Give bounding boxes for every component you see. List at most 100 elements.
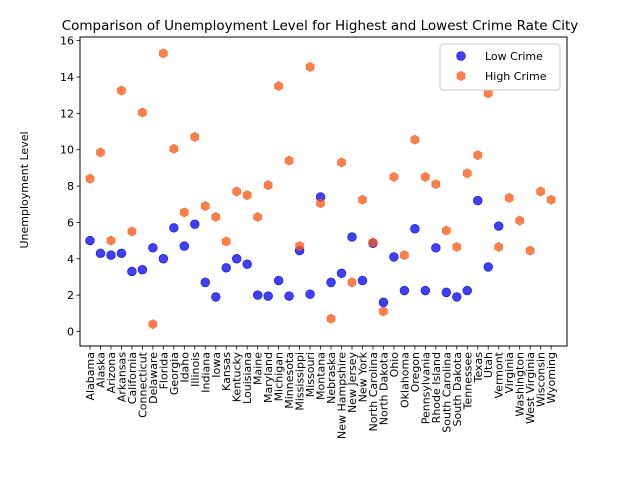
low-crime-point (378, 297, 389, 308)
low-crime-point (336, 268, 347, 278)
high-crime-point (305, 62, 315, 72)
y-axis-label: Unemployment Level (18, 131, 31, 248)
low-crime-point (211, 292, 221, 302)
low-crime-point (190, 219, 200, 229)
y-tick-label: 14 (60, 71, 74, 84)
low-crime-point (179, 241, 190, 251)
high-crime-point (400, 250, 409, 261)
high-crime-point (431, 179, 441, 190)
x-tick-label: California (126, 352, 139, 404)
x-tick-label: Maryland (262, 352, 275, 403)
x-tick-label: Virginia (503, 352, 516, 393)
x-tick-label: Alaska (94, 352, 107, 388)
x-tick-label: West Virginia (524, 352, 537, 424)
high-crime-point (148, 319, 158, 330)
legend-marker-high-crime (456, 71, 466, 81)
legend-marker-low-crime (456, 51, 466, 61)
low-crime-point (273, 275, 284, 286)
x-tick-label: Oregon (409, 352, 422, 392)
high-crime-point (347, 277, 357, 288)
low-crime-point (284, 291, 294, 301)
x-tick-label: New Jersey (346, 352, 359, 414)
legend-label-low-crime: Low Crime (485, 50, 543, 63)
axes-frame (79, 36, 568, 347)
high-crime-point (546, 194, 556, 205)
x-tick-label: Wisconsin (535, 352, 548, 407)
high-crime-point (379, 306, 388, 317)
x-tick-label: New Hampshire (336, 352, 349, 439)
low-crime-point (158, 254, 169, 264)
high-crime-point (180, 207, 189, 218)
low-crime-point (148, 243, 158, 253)
high-crime-point (253, 212, 262, 222)
low-crime-point (263, 291, 273, 301)
high-crime-point (462, 168, 472, 179)
low-crime-point (389, 252, 399, 262)
x-tick-label: Iowa (210, 352, 223, 378)
x-tick-label: Maine (252, 352, 265, 385)
x-tick-label: Florida (157, 352, 170, 389)
high-crime-point (106, 235, 116, 246)
high-crime-point (96, 147, 105, 158)
x-tick-label: Arkansas (115, 352, 128, 402)
x-tick-label: North Carolina (367, 352, 380, 432)
high-crime-point (525, 245, 535, 256)
y-tick-label: 2 (67, 289, 74, 302)
high-crime-point (232, 186, 241, 197)
high-crime-point (295, 241, 304, 251)
high-crime-point (483, 88, 493, 99)
x-tick-label: Minnesota (283, 352, 296, 409)
x-tick-label: Rhode Island (430, 352, 443, 423)
y-tick-label: 8 (67, 180, 74, 193)
low-crime-point (441, 287, 452, 298)
low-crime-point (462, 285, 472, 296)
high-crime-point (368, 237, 378, 248)
low-crime-point (116, 248, 127, 259)
high-crime-point (117, 85, 126, 96)
x-tick-label: Missouri (304, 352, 317, 397)
x-tick-label: Oklahoma (398, 352, 411, 408)
low-crime-point (483, 262, 493, 272)
x-tick-label: Kentucky (231, 352, 244, 403)
high-crime-point (337, 157, 346, 168)
low-crime-point (95, 248, 106, 259)
low-crime-point (85, 235, 95, 246)
x-tick-label: Indiana (199, 352, 212, 393)
high-crime-point (263, 180, 273, 191)
low-crime-point (357, 275, 368, 286)
x-tick-label: Michigan (273, 352, 286, 401)
high-crime-point (242, 190, 252, 201)
high-crime-point (159, 48, 168, 59)
low-crime-point (169, 223, 179, 233)
x-tick-label: South Carolina (440, 352, 453, 433)
low-crime-point (242, 259, 252, 269)
high-crime-point (515, 215, 524, 226)
low-crime-point (305, 289, 315, 299)
legend: Low Crime High Crime (439, 43, 561, 91)
x-tick-label: Illinois (189, 352, 202, 387)
high-crime-point (190, 132, 200, 142)
y-tick-label: 4 (67, 253, 74, 266)
high-crime-point (504, 192, 514, 203)
y-tick-label: 12 (60, 107, 74, 120)
legend-label-high-crime: High Crime (485, 70, 547, 83)
x-tick-label: Georgia (168, 352, 181, 395)
high-crime-point (494, 241, 504, 252)
low-crime-point (252, 290, 263, 300)
low-crime-point (232, 254, 242, 264)
high-crime-point (410, 134, 420, 145)
x-tick-label: Wyoming (545, 352, 558, 404)
x-tick-label: Connecticut (136, 351, 149, 418)
high-crime-point (389, 172, 399, 182)
x-tick-label: Nebraska (325, 352, 338, 404)
x-tick-label: Louisiana (241, 352, 254, 404)
x-tick-label: North Dakota (377, 352, 390, 425)
low-crime-point (410, 224, 420, 234)
x-tick-label: Washington (514, 352, 527, 417)
low-crime-point (452, 292, 462, 302)
y-tick-label: 0 (67, 325, 74, 338)
high-crime-point (473, 150, 483, 161)
high-crime-point (358, 194, 367, 205)
y-tick-label: 10 (60, 144, 74, 157)
